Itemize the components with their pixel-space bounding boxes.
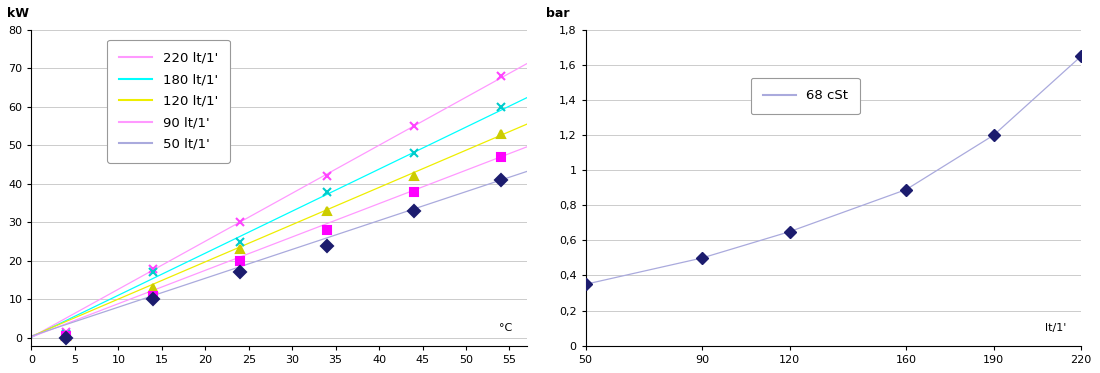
- Text: bar: bar: [546, 7, 570, 21]
- Legend: 220 lt/1', 180 lt/1', 120 lt/1', 90 lt/1', 50 lt/1': 220 lt/1', 180 lt/1', 120 lt/1', 90 lt/1…: [108, 40, 230, 163]
- Text: kW: kW: [7, 7, 29, 21]
- Text: °C: °C: [498, 323, 512, 333]
- Text: lt/1': lt/1': [1045, 323, 1066, 333]
- Legend: 68 cSt: 68 cSt: [751, 78, 860, 115]
